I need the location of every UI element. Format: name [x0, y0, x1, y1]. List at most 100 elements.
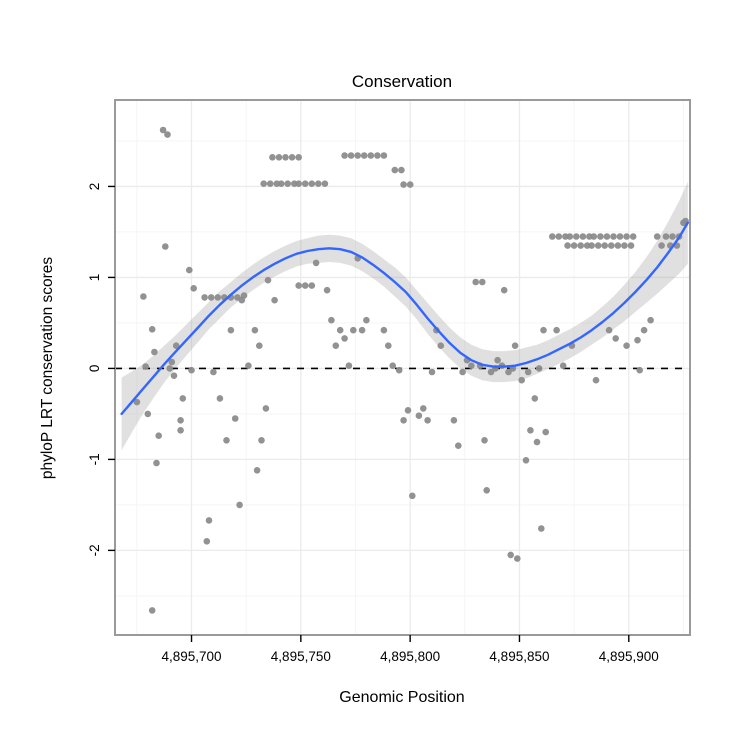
- data-point: [295, 154, 303, 161]
- x-tick-label: 4,895,750: [271, 649, 331, 664]
- data-point: [662, 233, 670, 240]
- data-point: [288, 154, 296, 161]
- data-point: [621, 242, 628, 249]
- data-point: [282, 154, 289, 161]
- data-point: [266, 180, 274, 187]
- data-point: [538, 525, 545, 532]
- data-point: [601, 242, 608, 249]
- data-point: [409, 492, 416, 500]
- data-point: [227, 326, 235, 334]
- data-point: [505, 368, 512, 376]
- data-point: [472, 278, 480, 286]
- data-point: [404, 407, 412, 414]
- data-point: [179, 395, 187, 402]
- data-point: [395, 366, 403, 374]
- data-point: [570, 242, 578, 249]
- data-point: [636, 366, 643, 374]
- data-point: [148, 607, 156, 614]
- data-point: [514, 555, 521, 562]
- data-point: [535, 365, 543, 372]
- data-point: [245, 362, 252, 370]
- data-point: [398, 166, 405, 174]
- data-point: [275, 154, 283, 161]
- data-point: [579, 233, 587, 240]
- data-point: [168, 358, 176, 366]
- data-point: [277, 180, 285, 187]
- y-tick-label: 1: [87, 274, 102, 282]
- data-point: [577, 242, 584, 249]
- grid-minor-lines: [115, 100, 690, 635]
- data-point: [590, 233, 598, 240]
- data-point: [553, 326, 560, 334]
- data-point: [483, 487, 491, 494]
- data-point: [345, 362, 353, 370]
- data-point: [555, 233, 563, 240]
- data-point: [627, 242, 635, 249]
- data-point: [614, 242, 622, 249]
- data-point: [468, 362, 475, 370]
- data-point: [374, 152, 381, 159]
- data-point: [144, 410, 152, 418]
- data-point: [295, 180, 303, 187]
- data-point: [321, 180, 329, 187]
- data-point: [360, 152, 368, 159]
- data-point: [459, 368, 466, 376]
- data-point: [481, 437, 488, 444]
- data-point: [511, 342, 519, 350]
- data-point: [201, 294, 208, 301]
- data-point: [148, 326, 156, 333]
- data-point: [301, 282, 309, 289]
- x-tick-label: 4,895,800: [380, 649, 440, 664]
- data-point: [559, 362, 567, 370]
- data-point: [400, 417, 407, 424]
- data-point: [347, 152, 355, 159]
- data-point: [172, 342, 180, 350]
- data-point: [380, 152, 388, 159]
- data-point: [190, 285, 197, 292]
- data-point: [455, 442, 462, 450]
- data-point: [500, 286, 508, 294]
- data-point: [188, 366, 195, 374]
- data-point: [238, 296, 246, 304]
- data-point: [406, 181, 414, 188]
- data-point: [658, 242, 665, 249]
- data-point: [608, 242, 615, 249]
- data-point: [341, 152, 348, 159]
- data-point: [647, 316, 654, 324]
- data-point: [153, 459, 160, 467]
- data-point: [669, 233, 676, 240]
- y-tick-label: -2: [87, 544, 102, 556]
- data-point: [332, 342, 340, 350]
- data-point: [415, 412, 423, 420]
- data-point: [533, 438, 541, 446]
- data-point: [271, 296, 278, 304]
- data-point: [522, 457, 530, 464]
- smooth-line-path: [120, 221, 689, 416]
- data-point: [629, 233, 637, 240]
- data-point: [424, 417, 431, 424]
- data-point: [216, 395, 224, 402]
- data-point: [592, 376, 600, 384]
- data-point: [420, 405, 427, 412]
- data-point: [363, 316, 370, 324]
- data-point: [328, 316, 335, 324]
- data-point: [295, 282, 303, 289]
- data-point: [140, 293, 147, 300]
- data-point: [531, 395, 539, 402]
- y-axis: 2 1 0 -1 -2: [87, 183, 115, 556]
- data-point: [164, 131, 171, 138]
- data-point: [336, 326, 344, 334]
- data-point: [479, 278, 486, 286]
- data-point: [159, 126, 167, 134]
- data-point: [603, 233, 611, 240]
- data-point: [542, 428, 549, 436]
- data-point: [269, 154, 276, 161]
- plot-content: [115, 126, 690, 614]
- data-point: [323, 286, 331, 294]
- data-point: [341, 335, 348, 342]
- data-point: [549, 233, 556, 240]
- data-point: [594, 242, 602, 249]
- y-axis-label: phyloP LRT conservation scores: [39, 257, 56, 480]
- data-point: [207, 294, 215, 301]
